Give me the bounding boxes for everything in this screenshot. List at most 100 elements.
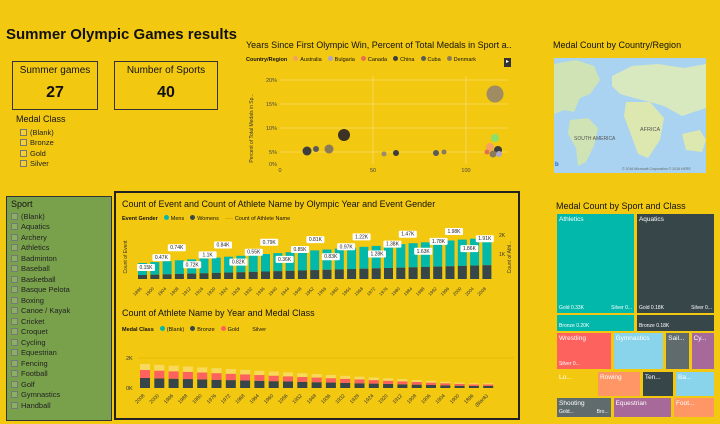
legend-item[interactable]: Bulgaria	[327, 56, 355, 63]
treemap-tile[interactable]: Lo...	[557, 371, 595, 396]
sport-slicer-item[interactable]: Equestrian	[11, 348, 107, 359]
bar-bronze	[140, 378, 150, 388]
treemap-tile[interactable]: Foot...	[674, 397, 714, 417]
checkbox[interactable]	[20, 149, 27, 157]
checkbox[interactable]	[20, 128, 27, 136]
sport-slicer-item[interactable]: Handball	[11, 400, 107, 411]
bar-gold	[311, 377, 322, 383]
map-canvas[interactable]: AFRICA SOUTH AMERICA © 2016 Microsoft Co…	[554, 58, 706, 173]
sport-slicer-item[interactable]: Basque Pelota	[11, 285, 107, 296]
sport-slicer-item[interactable]: Baseball	[11, 264, 107, 275]
bar-womens	[261, 271, 270, 279]
treemap-tile[interactable]: Shooting Gold... Bro...	[557, 397, 611, 417]
slicer-item[interactable]: (Blank)	[20, 127, 106, 138]
svg-text:0%: 0%	[269, 162, 277, 168]
legend-item[interactable]: Silver	[245, 326, 266, 333]
checkbox[interactable]	[11, 275, 18, 283]
legend-line	[224, 217, 233, 219]
checkbox[interactable]	[11, 212, 18, 220]
checkbox[interactable]	[11, 286, 18, 294]
svg-text:1.78K: 1.78K	[432, 239, 446, 245]
checkbox[interactable]	[11, 401, 18, 409]
checkbox[interactable]	[11, 307, 18, 315]
scatter-point	[484, 149, 490, 155]
legend-next-button[interactable]: ▸	[504, 58, 511, 67]
sport-slicer-item[interactable]: Archery	[11, 232, 107, 243]
checkbox[interactable]	[11, 359, 18, 367]
legend-item[interactable]: Count of Athlete Name	[224, 216, 290, 222]
sport-slicer-item[interactable]: Croquet	[11, 327, 107, 338]
checkbox[interactable]	[11, 223, 18, 231]
sport-slicer-item[interactable]: Badminton	[11, 253, 107, 264]
kpi-summer-games[interactable]: Summer games 27	[12, 61, 98, 110]
checkbox[interactable]	[20, 160, 27, 168]
checkbox[interactable]	[11, 370, 18, 378]
treemap-tile[interactable]: Wrestling Silver 0...	[557, 332, 611, 370]
slicer-title: Sport	[11, 199, 33, 209]
data-label: 0.36K	[275, 255, 294, 263]
scatter-points[interactable]	[302, 85, 504, 158]
legend-item[interactable]: Canada	[360, 56, 387, 63]
checkbox[interactable]	[11, 380, 18, 388]
sport-slicer-item[interactable]: Cricket	[11, 316, 107, 327]
checkbox[interactable]	[11, 391, 18, 399]
combo-visual[interactable]: Count of Event and Count of Athlete Name…	[122, 199, 514, 299]
x-tick: 1948	[292, 286, 303, 297]
legend-item[interactable]: Mens	[163, 215, 184, 222]
sport-slicer-item[interactable]: (Blank)	[11, 211, 107, 222]
slicer-item[interactable]: Bronze	[20, 138, 106, 149]
checkbox[interactable]	[11, 328, 18, 336]
legend-item[interactable]: Womens	[190, 215, 219, 222]
sport-slicer-item[interactable]: Athletics	[11, 243, 107, 254]
treemap-tile[interactable]: Bronze 0.18K	[636, 315, 714, 331]
sport-slicer-item[interactable]: Cycling	[11, 337, 107, 348]
sport-slicer-item[interactable]: Canoe / Kayak	[11, 306, 107, 317]
checkbox[interactable]	[11, 317, 18, 325]
treemap-tile[interactable]: Cy...	[691, 332, 714, 370]
slicer-item[interactable]: Gold	[20, 148, 106, 159]
stacked-plot-area: 2K 0K 2008 2000 1996 1988 1980 1976 1972 1968 19…	[126, 356, 514, 409]
x-tick: 1920	[377, 393, 389, 405]
kpi-number-of-sports[interactable]: Number of Sports 40	[114, 61, 218, 110]
treemap-tile[interactable]: Sail...	[666, 332, 689, 370]
legend-item[interactable]: (Blank)	[159, 326, 184, 333]
scatter-visual[interactable]: Years Since First Olympic Win, Percent o…	[246, 40, 516, 180]
slicer-item[interactable]: Silver	[20, 159, 106, 170]
treemap-tile[interactable]: Ten...	[642, 371, 674, 396]
checkbox[interactable]	[11, 349, 18, 357]
legend-item[interactable]: Cuba	[420, 56, 441, 63]
treemap-tile[interactable]: Equestrian	[613, 397, 672, 417]
checkbox[interactable]	[11, 233, 18, 241]
sport-slicer-item[interactable]: Boxing	[11, 295, 107, 306]
legend-item[interactable]: Gold	[220, 326, 239, 333]
x-tick: 1984	[403, 286, 414, 297]
treemap-visual[interactable]: Medal Count by Sport and Class Athletics…	[556, 201, 716, 421]
sport-slicer-item[interactable]: Aquatics	[11, 222, 107, 233]
sport-slicer-item[interactable]: Football	[11, 369, 107, 380]
sport-slicer-item[interactable]: Gymnastics	[11, 390, 107, 401]
legend-item[interactable]: Denmark	[446, 56, 476, 63]
stacked-visual[interactable]: Count of Athlete Name by Year and Medal …	[122, 308, 514, 418]
legend-item[interactable]: Bronze	[190, 326, 215, 333]
checkbox[interactable]	[11, 244, 18, 252]
checkbox[interactable]	[11, 296, 18, 304]
x-tick: (Blank)	[474, 393, 490, 409]
treemap-tile[interactable]: Ba...	[675, 371, 714, 396]
sport-slicer-item[interactable]: Fencing	[11, 358, 107, 369]
legend-item[interactable]: China	[393, 56, 415, 63]
treemap-tile[interactable]: Gymnastics	[613, 332, 664, 370]
checkbox[interactable]	[11, 254, 18, 262]
treemap-tile[interactable]: Athletics Gold 0.33K Silver 0...	[557, 214, 635, 314]
slicer-title: Medal Class	[16, 114, 66, 124]
map-visual[interactable]: Medal Count by Country/Region AFRICA SOU…	[553, 40, 713, 175]
legend-item[interactable]: Australia	[293, 56, 322, 63]
treemap-tile[interactable]: Aquatics Gold 0.18K Silver 0...	[636, 214, 714, 314]
checkbox[interactable]	[11, 338, 18, 346]
sport-slicer-item[interactable]: Golf	[11, 379, 107, 390]
bar-gold	[283, 376, 293, 382]
sport-slicer-item[interactable]: Basketball	[11, 274, 107, 285]
treemap-tile[interactable]: Bronze 0.20K	[557, 315, 635, 331]
checkbox[interactable]	[20, 139, 27, 147]
treemap-tile[interactable]: Rowing	[597, 371, 640, 396]
checkbox[interactable]	[11, 265, 18, 273]
